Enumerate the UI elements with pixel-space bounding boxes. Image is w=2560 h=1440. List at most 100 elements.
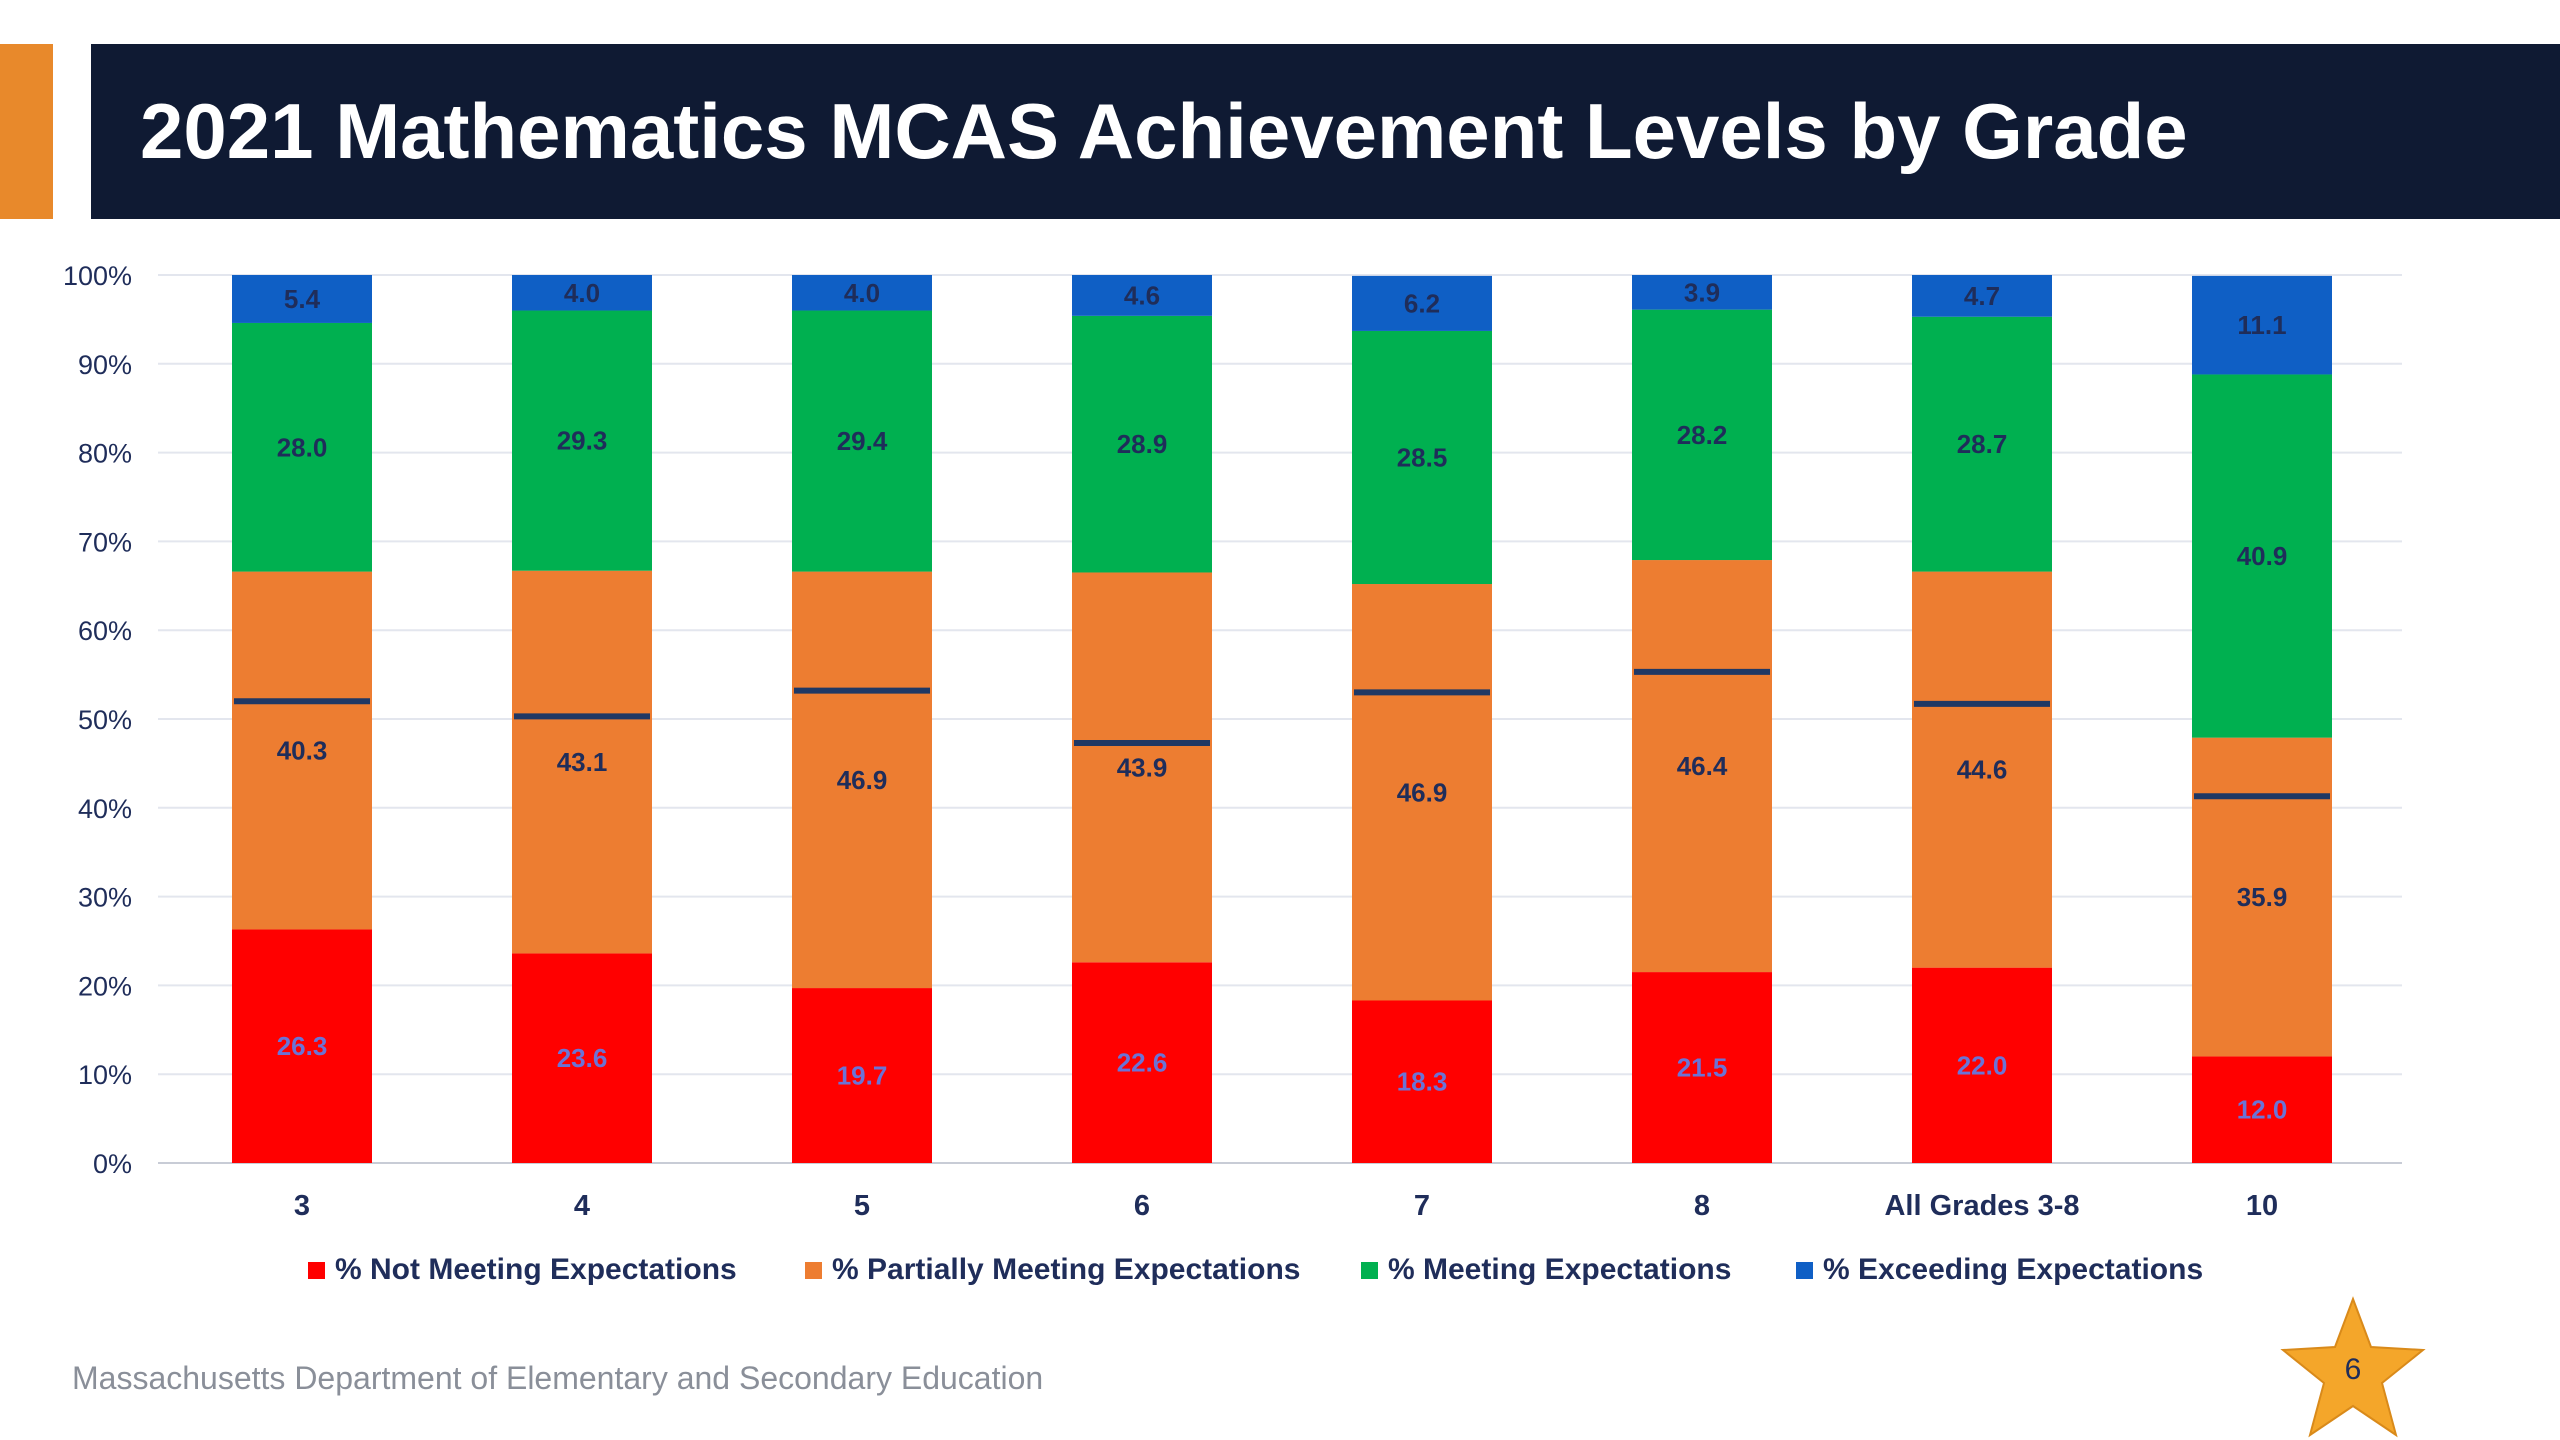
data-label: 44.6 (1957, 755, 2008, 785)
data-label: 28.7 (1957, 429, 2008, 459)
bar-segment (512, 275, 652, 311)
bar-segment (232, 929, 372, 1163)
bar-segment (512, 953, 652, 1163)
bar-segment (2192, 1056, 2332, 1163)
accent-bar (0, 44, 53, 219)
bar-segment (2192, 737, 2332, 1057)
page-number-star: 6 (2280, 1296, 2426, 1438)
bar-segment (1352, 275, 1492, 331)
data-label: 23.6 (557, 1043, 608, 1073)
y-tick-label: 70% (78, 527, 132, 557)
bar-segment (1912, 275, 2052, 317)
bar-segment (2192, 275, 2332, 375)
bar-segment (1912, 571, 2052, 968)
data-label: 28.9 (1117, 429, 1168, 459)
data-label: 4.7 (1964, 281, 2000, 311)
y-tick-label: 0% (93, 1149, 132, 1179)
x-category-label: 10 (2246, 1190, 2278, 1222)
bar-segment (512, 570, 652, 954)
y-tick-label: 100% (63, 261, 132, 291)
x-category-label: 6 (1134, 1190, 1150, 1222)
y-tick-label: 20% (78, 971, 132, 1001)
legend-swatch-exceeding (1796, 1261, 1813, 1279)
stacked-bar-chart: 0% 10% 20% 30% 40% 50% 60% 70% 80% 90% 100% 26.3 40.… (63, 261, 2402, 1222)
x-category-label: 7 (1414, 1190, 1430, 1222)
legend-label-partially-meeting: % Partially Meeting Expectations (832, 1253, 1301, 1286)
legend-item-exceeding: % Exceeding Expectations (1796, 1250, 2203, 1290)
x-category-label: 4 (574, 1190, 590, 1222)
data-label: 29.3 (557, 426, 608, 456)
data-label: 4.0 (564, 278, 600, 308)
data-label: 3.9 (1684, 277, 1720, 307)
bar-segment (2192, 374, 2332, 738)
bar-segment (792, 275, 932, 311)
x-category-label: 3 (294, 1190, 310, 1222)
legend-item-partially-meeting: % Partially Meeting Expectations (805, 1250, 1300, 1290)
data-label: 46.4 (1677, 751, 1728, 781)
legend-label-exceeding: % Exceeding Expectations (1823, 1253, 2204, 1286)
data-label: 5.4 (284, 284, 321, 314)
data-label: 22.0 (1957, 1050, 2008, 1080)
data-label: 4.6 (1124, 280, 1160, 310)
data-label: 11.1 (2237, 310, 2286, 340)
y-tick-label: 40% (78, 794, 132, 824)
slide-title: 2021 Mathematics MCAS Achievement Levels… (140, 87, 2188, 175)
footer-organization: Massachusetts Department of Elementary a… (72, 1360, 1044, 1396)
bar-segment (792, 988, 932, 1163)
bar-segment (792, 571, 932, 989)
bar-segment (232, 571, 372, 930)
data-label: 18.3 (1397, 1067, 1448, 1097)
bar-segment (1912, 316, 2052, 572)
bar-segment (1352, 330, 1492, 585)
data-label: 46.9 (837, 765, 888, 795)
data-label: 28.0 (277, 432, 328, 462)
legend-swatch-partially-meeting (805, 1261, 822, 1279)
bar-segment (1072, 962, 1212, 1163)
y-tick-label: 50% (78, 705, 132, 735)
data-label: 40.9 (2237, 541, 2288, 571)
bar-segment (512, 310, 652, 571)
x-category-label: 5 (854, 1190, 870, 1222)
title-banner (91, 44, 2560, 219)
data-label: 19.7 (837, 1061, 888, 1091)
data-label: 43.1 (557, 747, 608, 777)
legend-swatch-not-meeting (308, 1261, 325, 1279)
legend-swatch-meeting (1361, 1261, 1378, 1279)
y-tick-label: 30% (78, 883, 132, 913)
data-label: 22.6 (1117, 1048, 1168, 1078)
bar-segment (1912, 967, 2052, 1163)
bar-segment (1352, 584, 1492, 1001)
legend-item-meeting: % Meeting Expectations (1361, 1250, 1731, 1290)
bar-segment (792, 310, 932, 572)
y-tick-label: 10% (78, 1060, 132, 1090)
legend-item-not-meeting: % Not Meeting Expectations (308, 1250, 737, 1290)
data-label: 26.3 (277, 1031, 328, 1061)
data-label: 29.4 (837, 426, 888, 456)
data-label: 6.2 (1404, 288, 1440, 318)
data-label: 28.5 (1397, 442, 1448, 472)
y-tick-label: 90% (78, 350, 132, 380)
x-category-label: All Grades 3-8 (1884, 1190, 2079, 1222)
data-label: 43.9 (1117, 752, 1168, 782)
data-label: 4.0 (844, 278, 880, 308)
bar-segment (232, 322, 372, 572)
data-label: 12.0 (2237, 1095, 2288, 1125)
y-tick-label: 80% (78, 439, 132, 469)
x-category-label: 8 (1694, 1190, 1710, 1222)
data-label: 35.9 (2237, 882, 2288, 912)
page-number: 6 (2345, 1353, 2362, 1386)
data-label: 40.3 (277, 736, 328, 766)
legend-label-not-meeting: % Not Meeting Expectations (335, 1253, 737, 1286)
data-label: 21.5 (1677, 1053, 1728, 1083)
data-label: 46.9 (1397, 777, 1448, 807)
bar-segment (1072, 572, 1212, 963)
bar-segment (1632, 972, 1772, 1163)
bar-segment (1632, 309, 1772, 561)
bar-segment (232, 275, 372, 323)
data-label: 28.2 (1677, 420, 1728, 450)
bar-segment (1352, 1000, 1492, 1163)
chart-legend: % Not Meeting Expectations % Partially M… (0, 1250, 2560, 1290)
y-tick-label: 60% (78, 616, 132, 646)
legend-label-meeting: % Meeting Expectations (1388, 1253, 1732, 1286)
bar-segment (1072, 315, 1212, 573)
